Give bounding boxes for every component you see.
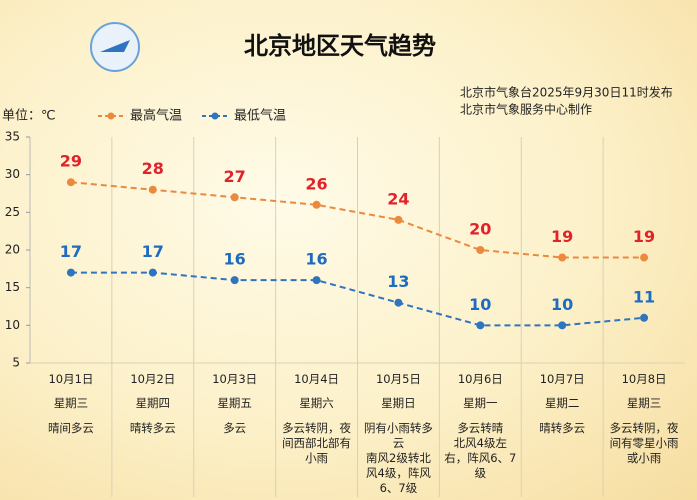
issuer: 北京市气象服务中心制作 (460, 102, 592, 117)
point (230, 193, 239, 202)
logo-mark (100, 40, 130, 52)
point (476, 321, 485, 330)
data-label: 28 (142, 159, 164, 178)
point (558, 253, 567, 262)
point (558, 321, 567, 330)
point (394, 298, 403, 307)
date: 10月4日 (294, 372, 340, 386)
description: 阴有小雨转多云 南风2级转北风4级，阵风6、7级 (363, 421, 433, 495)
date: 10月1日 (48, 372, 94, 386)
series-line (70, 271, 645, 327)
point (476, 246, 485, 254)
y-tick-label: 20 (5, 243, 20, 257)
point (66, 178, 75, 187)
weekday: 星期六 (299, 396, 334, 410)
point (312, 200, 321, 209)
unit-label: 单位：℃ (2, 109, 56, 124)
date: 10月2日 (130, 372, 176, 386)
date: 10月5日 (375, 372, 421, 386)
series-line (70, 181, 645, 259)
point (66, 268, 75, 277)
data-label: 13 (387, 272, 409, 291)
weekday: 星期日 (381, 396, 416, 410)
weekday: 星期三 (53, 396, 89, 410)
legend-marker (107, 112, 115, 120)
date: 10月6日 (457, 372, 503, 386)
point (640, 313, 649, 322)
point (394, 215, 403, 224)
legend-marker (211, 112, 219, 120)
weekday: 星期四 (135, 396, 171, 410)
y-tick-label: 35 (5, 130, 20, 144)
data-label: 11 (633, 287, 655, 306)
description: 晴转多云 (539, 421, 586, 435)
data-label: 26 (305, 174, 327, 193)
data-label: 16 (305, 250, 327, 269)
issuer: 北京市气象台2025年9月30日11时发布 (460, 85, 673, 100)
point (148, 185, 157, 194)
weekday: 星期二 (544, 396, 580, 410)
point (148, 268, 157, 277)
data-label: 29 (60, 152, 82, 171)
description: 晴转多云 (129, 421, 176, 435)
data-label: 19 (551, 227, 573, 246)
point (312, 276, 321, 285)
y-tick-label: 5 (12, 356, 20, 370)
description: 多云转晴 北风4级左右，阵风6、7级 (444, 421, 517, 480)
weekday: 星期一 (463, 396, 498, 410)
legend-label: 最高气温 (130, 108, 182, 124)
data-label: 24 (387, 189, 409, 208)
data-label: 16 (224, 250, 246, 269)
data-label: 17 (60, 242, 82, 261)
chart-title: 北京地区天气趋势 (244, 32, 436, 60)
y-tick-label: 15 (5, 280, 20, 294)
y-tick-label: 10 (5, 318, 20, 332)
date: 10月3日 (212, 372, 258, 386)
legend-label: 最低气温 (234, 108, 286, 124)
data-label: 10 (551, 295, 573, 314)
data-label: 27 (224, 167, 246, 186)
data-label: 20 (469, 220, 491, 239)
description: 多云转阴，夜间有零星小雨或小雨 (609, 421, 679, 465)
data-label: 17 (142, 242, 164, 261)
date: 10月7日 (539, 372, 585, 386)
date: 10月8日 (621, 372, 667, 386)
y-tick-label: 25 (5, 205, 20, 219)
point (230, 276, 239, 285)
description: 晴间多云 (47, 421, 94, 435)
description: 多云 (223, 421, 247, 435)
data-label: 19 (633, 227, 655, 246)
point (640, 253, 649, 262)
y-tick-label: 30 (5, 167, 20, 181)
weekday: 星期五 (217, 396, 252, 410)
data-label: 10 (469, 295, 491, 314)
description: 多云转阴，夜间西部北部有小雨 (282, 421, 352, 465)
weekday: 星期三 (626, 396, 662, 410)
